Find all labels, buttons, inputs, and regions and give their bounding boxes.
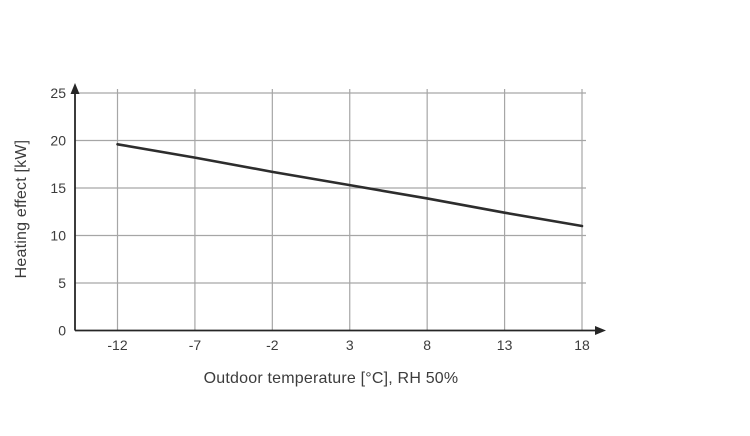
y-tick-label: 0 [58,323,66,339]
x-tick-label: 13 [497,337,513,353]
x-tick-label: 8 [423,337,431,353]
y-tick-label: 10 [50,228,66,244]
y-axis-arrowhead-icon [70,83,80,94]
x-tick-label: -12 [107,337,127,353]
y-tick-label: 25 [50,85,66,101]
x-tick-label: -2 [266,337,279,353]
x-tick-label: 3 [346,337,354,353]
x-tick-label: -7 [189,337,202,353]
y-axis-title: Heating effect [kW] [13,139,30,279]
x-axis-title: Outdoor temperature [°C], RH 50% [203,370,459,387]
x-tick-label: 18 [574,337,590,353]
heating-effect-line [116,143,584,228]
x-axis-arrowhead-icon [595,326,606,335]
y-tick-label: 20 [50,133,66,149]
y-tick-label: 5 [58,275,66,291]
y-tick-label: 15 [50,180,66,196]
